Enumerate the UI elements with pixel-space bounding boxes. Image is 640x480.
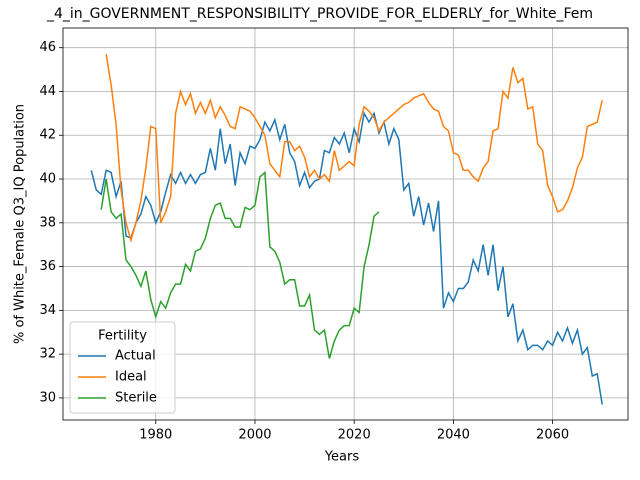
- legend-label: Actual: [115, 349, 156, 364]
- legend-label: Ideal: [115, 370, 147, 385]
- y-tick-label: 36: [39, 259, 56, 274]
- x-tick-label: 2060: [536, 428, 569, 443]
- x-tick-label: 1980: [139, 428, 172, 443]
- y-tick-label: 34: [39, 303, 56, 318]
- y-tick-label: 38: [39, 215, 56, 230]
- y-tick-label: 44: [39, 84, 56, 99]
- line: [100, 170, 380, 359]
- x-axis-label: Years: [324, 450, 360, 465]
- x-tick-label: 2040: [437, 428, 470, 443]
- legend-label: Sterile: [115, 391, 157, 406]
- legend-box: [69, 321, 176, 414]
- y-tick-label: 42: [39, 128, 56, 143]
- legend-title: Fertility: [98, 329, 147, 344]
- plot-frame: [62, 27, 629, 421]
- chart-title: _4_in_GOVERNMENT_RESPONSIBILITY_PROVIDE_…: [46, 6, 593, 22]
- line: [105, 54, 603, 244]
- y-tick-label: 40: [39, 172, 56, 187]
- x-tick-label: 2000: [238, 428, 271, 443]
- y-tick-label: 46: [39, 40, 56, 55]
- y-axis-label: % of White_Female Q3_IQ Population: [13, 104, 28, 344]
- y-tick-label: 32: [39, 347, 56, 362]
- x-tick-label: 2020: [338, 428, 371, 443]
- y-tick-label: 30: [39, 390, 56, 405]
- line: [90, 111, 603, 405]
